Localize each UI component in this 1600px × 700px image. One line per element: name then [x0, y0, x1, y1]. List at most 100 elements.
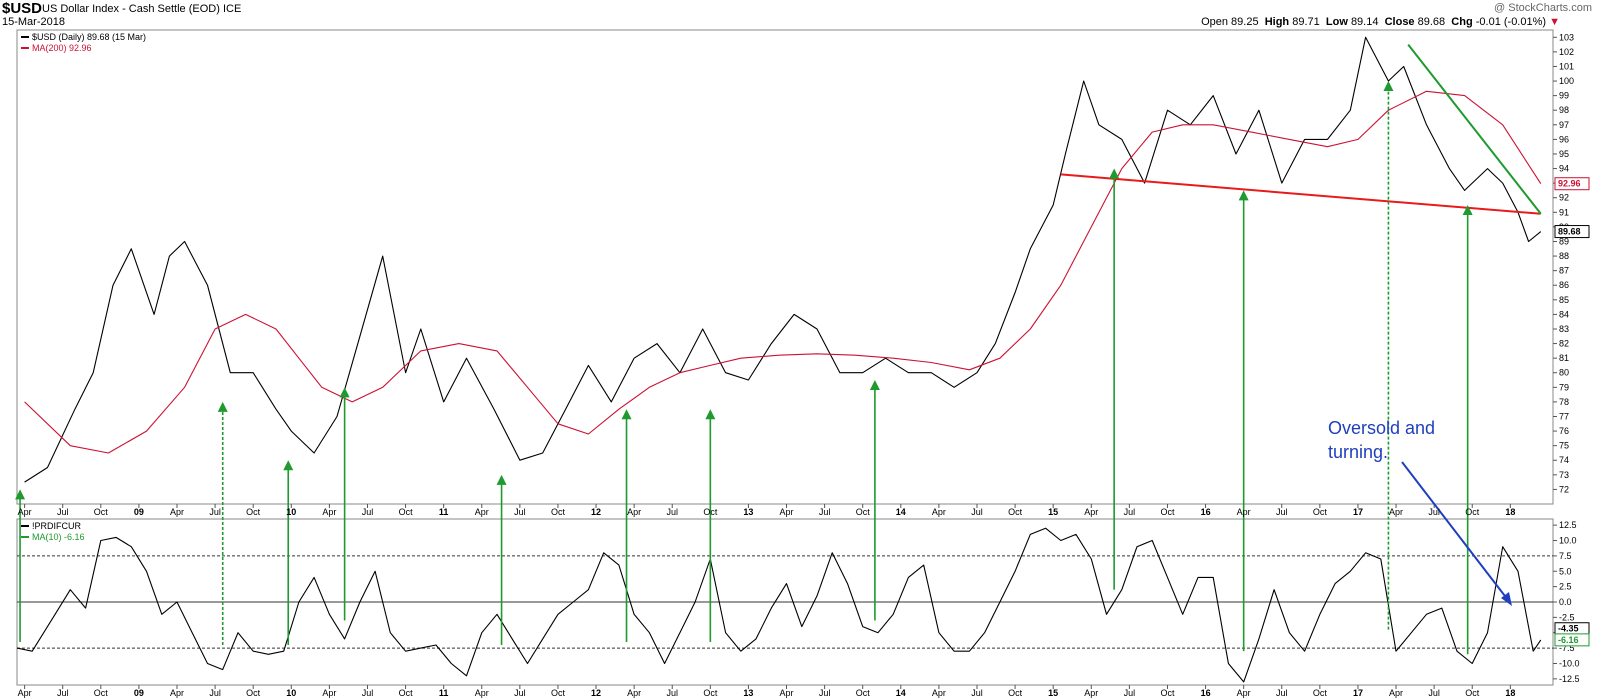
- x-tick-label: Oct: [246, 507, 261, 517]
- arrowhead-up: [1462, 205, 1473, 216]
- x-tick-label: Apr: [1237, 507, 1251, 517]
- x-tick-label: Jul: [819, 507, 831, 517]
- y-tick-label: 12.5: [1559, 520, 1577, 530]
- y-tick-label: -10.0: [1559, 658, 1580, 668]
- indicator-legend-item: !PRDIFCUR: [32, 521, 81, 531]
- x-tick-label: Apr: [18, 507, 32, 517]
- x-tick-label: 10: [286, 507, 296, 517]
- y-tick-label: 102: [1559, 47, 1574, 57]
- y-tick-label: 0.0: [1559, 597, 1572, 607]
- y-tick-label: 77: [1559, 411, 1569, 421]
- chart-symbol: $USD: [2, 0, 43, 17]
- annotation-line-1: Oversold and: [1328, 418, 1436, 438]
- open-label: Open: [1201, 16, 1228, 28]
- arrowhead-up: [15, 489, 26, 500]
- x-tick-label: 18: [1505, 688, 1515, 698]
- last-value-label: -4.35: [1558, 624, 1579, 634]
- x-tick-label: Apr: [475, 507, 489, 517]
- x-tick-label: Jul: [514, 688, 526, 698]
- high-value: 89.71: [1292, 16, 1320, 28]
- annotation-arrow: [1401, 461, 1509, 601]
- x-tick-label: Jul: [362, 688, 374, 698]
- x-tick-label: Oct: [1160, 507, 1175, 517]
- x-tick-label: Oct: [1008, 507, 1023, 517]
- y-tick-label: 103: [1559, 32, 1574, 42]
- x-tick-label: 15: [1048, 688, 1058, 698]
- x-tick-label: 13: [743, 688, 753, 698]
- y-tick-label: 73: [1559, 470, 1569, 480]
- x-tick-label: 18: [1505, 507, 1515, 517]
- indicator-line: [16, 527, 1542, 683]
- x-tick-label: Apr: [322, 507, 336, 517]
- x-tick-label: 11: [439, 688, 449, 698]
- x-tick-label: Apr: [1389, 688, 1403, 698]
- ohlc-summary: Open 89.25 High 89.71 Low 89.14 Close 89…: [1201, 16, 1560, 28]
- x-tick-label: Apr: [1084, 507, 1098, 517]
- x-tick-label: Jul: [1428, 507, 1440, 517]
- indicator-legend-item: MA(10) -6.16: [32, 532, 85, 542]
- arrowhead-up: [217, 401, 228, 412]
- x-tick-label: Oct: [399, 507, 414, 517]
- y-tick-label: -2.5: [1559, 612, 1575, 622]
- x-tick-label: Jul: [57, 507, 69, 517]
- y-tick-label: 100: [1559, 76, 1574, 86]
- last-value-label: -6.16: [1558, 635, 1579, 645]
- x-tick-label: Oct: [551, 688, 566, 698]
- y-tick-label: 10.0: [1559, 536, 1577, 546]
- x-tick-label: Apr: [627, 688, 641, 698]
- watermark: @ StockCharts.com: [1494, 2, 1592, 14]
- y-tick-label: 79: [1559, 382, 1569, 392]
- x-tick-label: Jul: [209, 507, 221, 517]
- x-tick-label: 13: [743, 507, 753, 517]
- y-tick-label: 88: [1559, 251, 1569, 261]
- y-tick-label: 78: [1559, 397, 1569, 407]
- x-tick-label: Oct: [1313, 507, 1328, 517]
- y-tick-label: 83: [1559, 324, 1569, 334]
- x-tick-label: Apr: [780, 507, 794, 517]
- arrowhead-up: [1383, 81, 1394, 92]
- x-tick-label: 09: [134, 507, 144, 517]
- chg-value: -0.01 (-0.01%): [1475, 16, 1547, 28]
- x-tick-label: Jul: [1124, 688, 1136, 698]
- x-tick-label: 15: [1048, 507, 1058, 517]
- x-tick-label: 09: [134, 688, 144, 698]
- x-tick-label: Jul: [971, 688, 983, 698]
- y-tick-label: 85: [1559, 295, 1569, 305]
- last-value-box: [1554, 225, 1590, 239]
- close-value: 89.68: [1417, 16, 1446, 28]
- series-line-support: [1060, 173, 1541, 215]
- x-tick-label: 16: [1201, 507, 1211, 517]
- chart-name: US Dollar Index - Cash Settle (EOD) ICE: [42, 3, 241, 15]
- x-tick-label: Apr: [170, 688, 184, 698]
- x-tick-label: Jul: [1428, 688, 1440, 698]
- x-tick-label: Oct: [1465, 507, 1480, 517]
- x-tick-label: Oct: [703, 688, 718, 698]
- annotation-line-2: turning.: [1328, 442, 1389, 462]
- last-value-box: [1554, 633, 1590, 647]
- arrowhead-up: [283, 460, 294, 471]
- y-tick-label: 7.5: [1559, 551, 1572, 561]
- x-tick-label: 17: [1353, 688, 1363, 698]
- x-tick-label: Jul: [514, 507, 526, 517]
- x-tick-label: 14: [896, 688, 906, 698]
- y-tick-label: 89: [1559, 236, 1569, 246]
- y-tick-label: 76: [1559, 426, 1569, 436]
- y-tick-label: 92: [1559, 193, 1569, 203]
- last-value-label: 92.96: [1558, 179, 1581, 189]
- y-tick-label: 75: [1559, 441, 1569, 451]
- x-tick-label: 12: [591, 507, 601, 517]
- price-legend-item: MA(200) 92.96: [32, 43, 92, 53]
- x-tick-label: Jul: [1124, 507, 1136, 517]
- low-label: Low: [1325, 16, 1348, 28]
- x-tick-label: Jul: [362, 507, 374, 517]
- x-tick-label: Apr: [475, 688, 489, 698]
- open-value: 89.25: [1231, 16, 1259, 28]
- y-tick-label: 72: [1559, 484, 1569, 494]
- x-tick-label: Jul: [971, 507, 983, 517]
- series-line--usd-daily-: [24, 36, 1542, 483]
- x-tick-label: Oct: [856, 507, 871, 517]
- high-label: High: [1264, 16, 1290, 28]
- arrowhead-up: [869, 380, 880, 391]
- y-tick-label: 97: [1559, 120, 1569, 130]
- last-value-box: [1554, 177, 1590, 191]
